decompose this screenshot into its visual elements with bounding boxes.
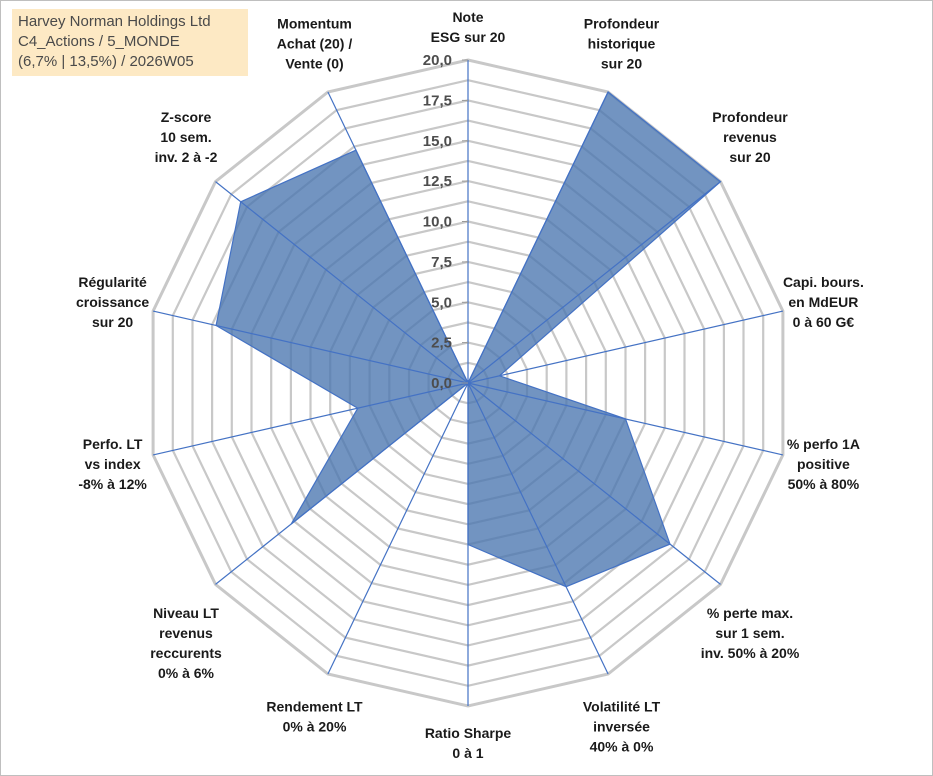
- axis-label: % perte max. sur 1 sem. inv. 50% à 20%: [701, 605, 800, 661]
- spoke-line: [215, 382, 469, 585]
- spoke-layer: [152, 60, 784, 706]
- tick-label: 12,5: [423, 173, 452, 190]
- info-company-name: Harvey Norman Holdings Ltd: [18, 13, 211, 30]
- axis-label-line: en MdEUR: [788, 294, 858, 310]
- axis-label-line: historique: [588, 35, 656, 51]
- axis-label-line: Régularité: [78, 274, 147, 290]
- axis-label-line: Perfo. LT: [83, 436, 143, 452]
- axis-label-line: 0 à 60 G€: [793, 314, 855, 330]
- axis-label: Profondeur revenus sur 20: [712, 109, 788, 165]
- tick-label: 5,0: [431, 294, 452, 311]
- axis-label-line: Note: [452, 9, 483, 25]
- axis-label-line: revenus: [159, 625, 213, 641]
- tick-labels: 0,0 2,5 5,0 7,5 10,0 12,5 15,0 17,5 20,0: [423, 52, 468, 392]
- axis-label: Z-score 10 sem. inv. 2 à -2: [155, 109, 218, 165]
- tick-label: 7,5: [431, 254, 452, 271]
- axis-label-line: sur 20: [729, 149, 770, 165]
- axis-label: Rendement LT 0% à 20%: [266, 699, 363, 735]
- axis-label-line: Z-score: [161, 109, 212, 125]
- axis-label: Capi. bours. en MdEUR 0 à 60 G€: [783, 274, 864, 330]
- axis-label-line: croissance: [76, 294, 149, 310]
- tick-label: 2,5: [431, 335, 452, 352]
- axis-label-line: vs index: [85, 456, 141, 472]
- tick-label: 17,5: [423, 92, 452, 109]
- axis-label-line: 50% à 80%: [788, 476, 860, 492]
- axis-label-line: inversée: [593, 719, 650, 735]
- spoke-line: [327, 91, 469, 384]
- axis-label-line: Ratio Sharpe: [425, 725, 512, 741]
- axis-label-line: sur 20: [92, 314, 133, 330]
- axis-labels: Note ESG sur 20 Profondeur historique sur 20…: [76, 9, 864, 761]
- spoke-line: [327, 382, 469, 675]
- spoke-line: [215, 181, 469, 384]
- axis-label-line: Niveau LT: [153, 605, 219, 621]
- axis-label: Perfo. LT vs index -8% à 12%: [78, 436, 147, 492]
- axis-label: Note ESG sur 20: [431, 9, 506, 45]
- axis-label: Niveau LT revenus reccurents 0% à 6%: [150, 605, 222, 681]
- spoke-line: [467, 382, 721, 585]
- axis-label-line: Profondeur: [712, 109, 788, 125]
- spoke-line: [152, 382, 469, 456]
- axis-label-line: revenus: [723, 129, 777, 145]
- axis-label-line: % perfo 1A: [787, 436, 860, 452]
- axis-label-line: inv. 50% à 20%: [701, 645, 800, 661]
- axis-label-line: % perte max.: [707, 605, 793, 621]
- axis-label-line: Profondeur: [584, 15, 660, 31]
- axis-label: Ratio Sharpe 0 à 1: [425, 725, 512, 761]
- spoke-line: [152, 310, 469, 384]
- axis-label-line: Momentum: [277, 15, 352, 31]
- tick-label: 15,0: [423, 133, 452, 150]
- axis-label: Régularité croissance sur 20: [76, 274, 149, 330]
- info-weeks: (6,7% | 13,5%) / 2026W05: [18, 53, 194, 70]
- spoke-line: [467, 382, 784, 456]
- tick-label: 10,0: [423, 214, 452, 231]
- tick-label: 0,0: [431, 375, 452, 392]
- info-category: C4_Actions / 5_MONDE: [18, 33, 180, 50]
- axis-label-line: Achat (20) /: [277, 35, 353, 51]
- spoke-line: [467, 91, 609, 384]
- axis-label: Profondeur historique sur 20: [584, 15, 660, 71]
- info-box: Harvey Norman Holdings Ltd C4_Actions / …: [12, 9, 248, 76]
- axis-label-line: Volatilité LT: [583, 699, 661, 715]
- axis-label-line: Vente (0): [285, 55, 343, 71]
- tick-label: 20,0: [423, 52, 452, 69]
- axis-label-line: -8% à 12%: [78, 476, 147, 492]
- spoke-line: [467, 181, 721, 384]
- axis-label-line: 40% à 0%: [590, 739, 654, 755]
- axis-label-line: inv. 2 à -2: [155, 149, 218, 165]
- spoke-line: [467, 310, 784, 384]
- axis-label-line: 10 sem.: [160, 129, 211, 145]
- axis-label-line: reccurents: [150, 645, 222, 661]
- axis-label: Momentum Achat (20) / Vente (0): [277, 15, 353, 71]
- axis-label-line: 0% à 6%: [158, 665, 215, 681]
- axis-label-line: Rendement LT: [266, 699, 363, 715]
- axis-label-line: sur 1 sem.: [715, 625, 784, 641]
- spoke-line: [467, 382, 609, 675]
- axis-label-line: 0% à 20%: [283, 719, 347, 735]
- axis-label: Volatilité LT inversée 40% à 0%: [583, 699, 661, 755]
- axis-label-line: sur 20: [601, 55, 642, 71]
- axis-label-line: 0 à 1: [452, 745, 483, 761]
- axis-label-line: Capi. bours.: [783, 274, 864, 290]
- axis-label: % perfo 1A positive 50% à 80%: [787, 436, 860, 492]
- axis-label-line: ESG sur 20: [431, 29, 506, 45]
- axis-label-line: positive: [797, 456, 850, 472]
